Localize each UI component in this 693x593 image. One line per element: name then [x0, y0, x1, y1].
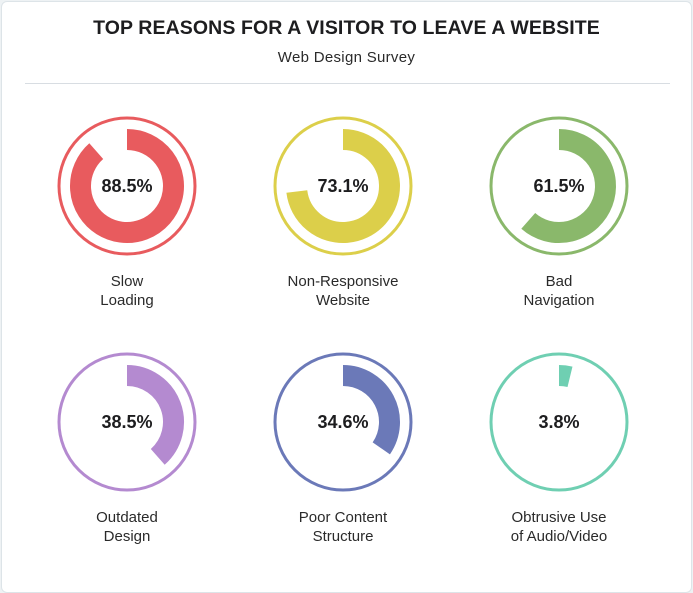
- label-line: Navigation: [523, 292, 595, 309]
- label-line: Obtrusive Use: [511, 509, 607, 526]
- chart-subtitle: Web Design Survey: [277, 49, 416, 66]
- label-line: Loading: [100, 292, 154, 309]
- donut-value-arc: [126, 365, 184, 465]
- label-line: Poor Content: [298, 509, 388, 526]
- divider: [25, 83, 670, 84]
- donut-value-arc: [286, 129, 400, 243]
- label-line: Website: [316, 292, 370, 309]
- donut-value-arc: [342, 365, 400, 455]
- donut-outer-ring: [273, 352, 413, 492]
- donut-4: 34.6%: [273, 352, 413, 492]
- label-line: Non-Responsive: [287, 273, 399, 290]
- donut-1: 73.1%: [273, 116, 413, 256]
- donut-outer-ring: [57, 116, 197, 256]
- donut-value-label: 3.8%: [538, 412, 579, 432]
- donut-value-arc: [70, 129, 184, 243]
- donut-value-label: 34.6%: [317, 412, 368, 432]
- label-line: Slow: [110, 273, 144, 290]
- donut-value-arc: [521, 129, 616, 243]
- donut-category-label: Slow Loading: [27, 272, 227, 310]
- donut-category-label: Bad Navigation: [459, 272, 659, 310]
- label-line: of Audio/Video: [510, 528, 608, 545]
- label-line: Outdated: [96, 509, 158, 526]
- donut-0: 88.5%: [57, 116, 197, 256]
- donut-category-label: Non-Responsive Website: [243, 272, 443, 310]
- donut-5: 3.8%: [489, 352, 629, 492]
- donut-3: 38.5%: [57, 352, 197, 492]
- chart-title: TOP REASONS FOR A VISITOR TO LEAVE A WEB…: [93, 17, 600, 39]
- donut-category-label: Poor Content Structure: [243, 508, 443, 546]
- label-line: Design: [103, 528, 151, 545]
- donut-value-label: 88.5%: [101, 176, 152, 196]
- donut-value-label: 73.1%: [317, 176, 368, 196]
- label-line: Structure: [312, 528, 374, 545]
- label-line: Bad: [545, 273, 573, 290]
- donut-value-label: 38.5%: [101, 412, 152, 432]
- donut-category-label: Obtrusive Use of Audio/Video: [459, 508, 659, 546]
- donut-2: 61.5%: [489, 116, 629, 256]
- donut-outer-ring: [57, 352, 197, 492]
- donut-value-label: 61.5%: [533, 176, 584, 196]
- donut-outer-ring: [273, 116, 413, 256]
- donut-outer-ring: [489, 116, 629, 256]
- donut-category-label: Outdated Design: [27, 508, 227, 546]
- donut-value-arc: [558, 365, 573, 388]
- donut-outer-ring: [489, 352, 629, 492]
